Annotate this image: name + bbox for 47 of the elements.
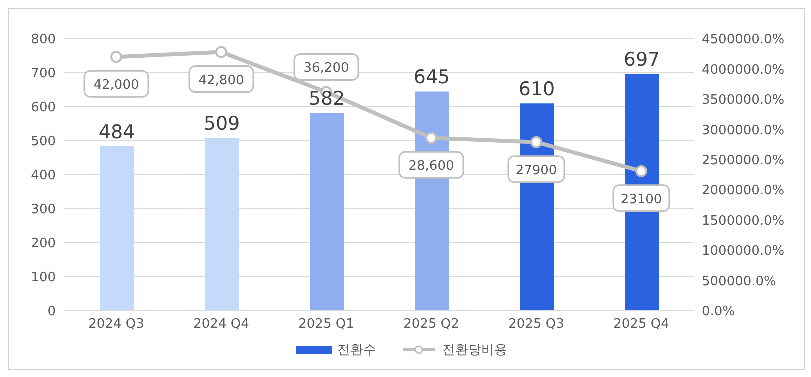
y-tick-label: 300: [31, 202, 56, 218]
y2-tick-label: 500000.0%: [702, 274, 776, 290]
data-label: 36,200: [304, 61, 350, 76]
data-label: 582: [308, 88, 346, 110]
y2-tick-label: 2000000.0%: [702, 184, 785, 199]
x-tick-label: 2024 Q4: [194, 317, 250, 332]
legend-label: 전환당비용: [442, 342, 508, 359]
data-label: 42,800: [198, 73, 244, 88]
legend-label: 전환수: [338, 342, 376, 359]
y2-tick-label: 4000000.0%: [702, 62, 785, 78]
data-label: 27900: [516, 163, 558, 178]
data-label: 23100: [620, 192, 662, 208]
data-label: 645: [414, 66, 450, 89]
data-label: 509: [204, 112, 240, 135]
data-label: 484: [98, 121, 136, 144]
y-tick-label: 700: [31, 66, 56, 82]
point: [216, 46, 228, 58]
point: [530, 136, 542, 148]
data-label: 28,600: [408, 159, 454, 174]
y-tick-label: 100: [31, 270, 56, 286]
y2-tick-label: 0.0%: [702, 304, 736, 320]
y2-tick-label: 1000000.0%: [702, 244, 785, 260]
y-tick-label: 0: [48, 304, 56, 320]
y2-tick-label: 2500000.0%: [702, 154, 785, 169]
x-tick-label: 2025 Q2: [404, 317, 460, 332]
x-tick-label: 2025 Q1: [298, 317, 354, 332]
x-tick-label: 2025 Q4: [614, 317, 670, 332]
x-tick-label: 2025 Q3: [508, 317, 564, 332]
y-tick-label: 200: [31, 236, 56, 252]
data-label: 610: [518, 78, 556, 101]
y2-tick-label: 3500000.0%: [702, 93, 785, 108]
x-tick-label: 2024 Q3: [88, 317, 144, 332]
y-tick-label: 500: [31, 134, 56, 150]
data-label: 697: [624, 49, 660, 72]
bar: [205, 138, 239, 311]
y-tick-label: 600: [31, 100, 56, 116]
point: [636, 165, 648, 178]
y2-tick-label: 4500000.0%: [702, 32, 785, 48]
y2-tick-label: 3000000.0%: [702, 123, 785, 138]
data-label: 42,000: [94, 78, 140, 94]
bar: [310, 113, 344, 311]
bar: [100, 146, 134, 311]
point: [110, 51, 122, 64]
point: [426, 132, 438, 144]
y-tick-label: 400: [31, 168, 56, 184]
y-tick-label: 800: [31, 32, 56, 48]
y2-tick-label: 1500000.0%: [702, 214, 785, 229]
